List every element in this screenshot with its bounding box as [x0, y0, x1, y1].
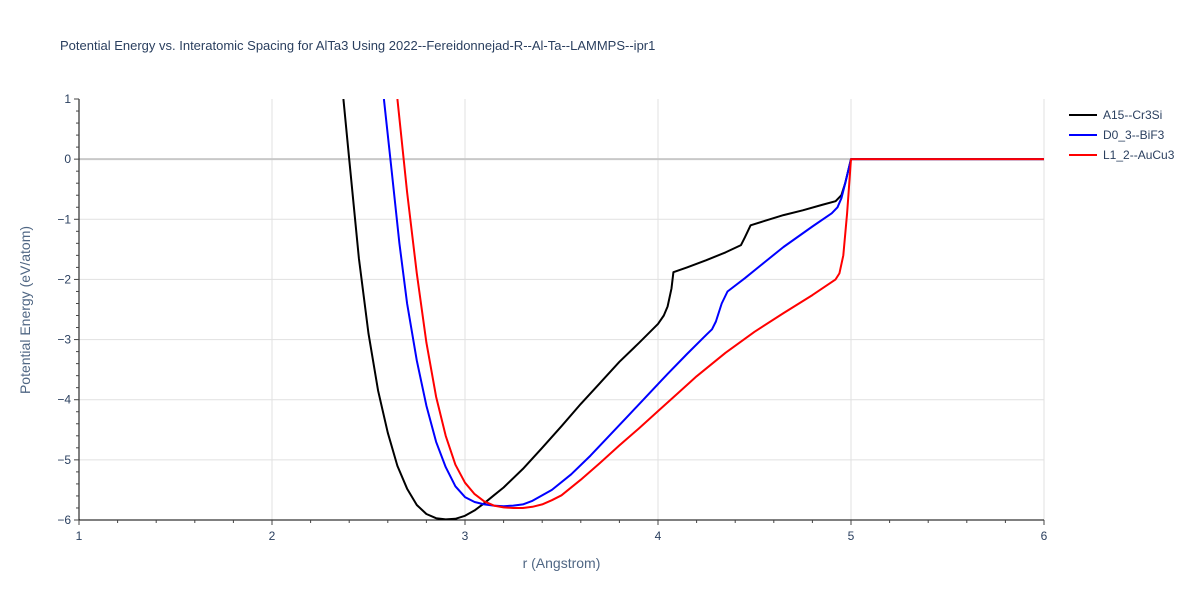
- y-tick-label: −6: [57, 513, 71, 527]
- legend-item[interactable]: D0_3--BiF3: [1069, 128, 1165, 142]
- series-lines: [342, 99, 1044, 520]
- series-line-2: [382, 99, 1044, 508]
- y-tick-label: −3: [57, 333, 71, 347]
- x-tick-label: 5: [848, 529, 855, 543]
- legend-label: L1_2--AuCu3: [1103, 148, 1175, 162]
- legend-item[interactable]: A15--Cr3Si: [1069, 108, 1162, 122]
- legend-item[interactable]: L1_2--AuCu3: [1069, 148, 1175, 162]
- grid-lines: [79, 99, 1045, 520]
- legend-label: D0_3--BiF3: [1103, 128, 1165, 142]
- y-tick-label: 0: [64, 152, 71, 166]
- legend-label: A15--Cr3Si: [1103, 108, 1162, 122]
- legend[interactable]: A15--Cr3Si D0_3--BiF3 L1_2--AuCu3: [1069, 108, 1175, 162]
- x-axis-label: r (Angstrom): [523, 555, 601, 571]
- x-tick-label: 4: [655, 529, 662, 543]
- y-tick-label: −5: [57, 453, 71, 467]
- axis-ticks: 1 2 3 4 5 6 1 0 −1 −2 −3 −4 −5 −6: [57, 92, 1047, 543]
- x-tick-label: 2: [269, 529, 276, 543]
- y-axis-label: Potential Energy (eV/atom): [17, 226, 33, 394]
- y-tick-label: −1: [57, 212, 71, 226]
- x-tick-label: 3: [462, 529, 469, 543]
- y-tick-label: −4: [57, 393, 71, 407]
- x-tick-label: 6: [1041, 529, 1048, 543]
- x-tick-label: 1: [76, 529, 83, 543]
- y-tick-label: 1: [64, 92, 71, 106]
- chart-title: Potential Energy vs. Interatomic Spacing…: [60, 38, 655, 53]
- y-tick-label: −2: [57, 272, 71, 286]
- series-line-3: [396, 99, 1044, 509]
- series-line-1: [342, 99, 1044, 520]
